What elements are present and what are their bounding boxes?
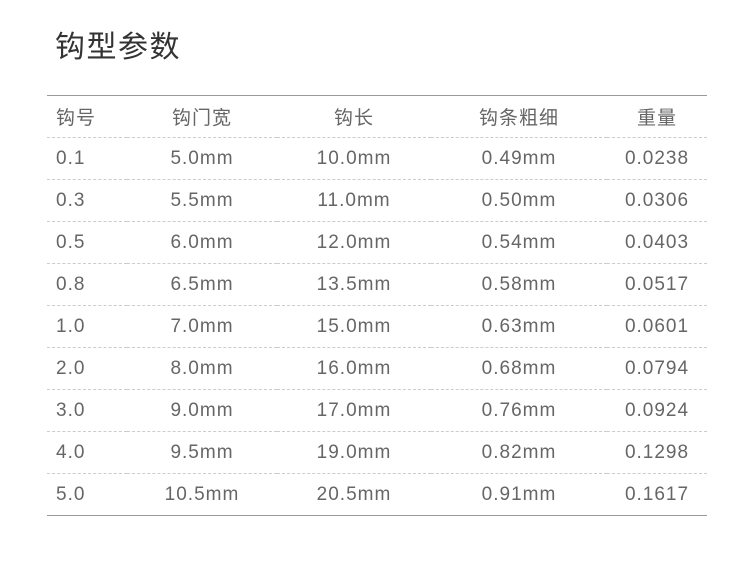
table-cell: 13.5mm xyxy=(316,273,392,295)
table-cell: 9.5mm xyxy=(170,441,234,463)
table-row: 0.3 5.5mm 11.0mm 0.50mm 0.0306 xyxy=(47,180,707,222)
table-header-row: 钩号 钩门宽 钩长 钩条粗细 重量 xyxy=(47,95,707,138)
table-cell: 0.58mm xyxy=(481,273,557,295)
table-cell: 16.0mm xyxy=(316,357,392,379)
table-cell: 10.5mm xyxy=(164,483,240,505)
header-cell: 钩条粗细 xyxy=(478,108,559,129)
table-cell: 0.91mm xyxy=(481,483,557,505)
table-cell: 8.0mm xyxy=(170,357,234,379)
table-cell: 3.0 xyxy=(56,399,86,421)
table-cell: 0.5 xyxy=(56,231,86,253)
table-cell: 0.54mm xyxy=(481,231,557,253)
table-row: 0.1 5.0mm 10.0mm 0.49mm 0.0238 xyxy=(47,138,707,180)
header-cell: 重量 xyxy=(636,108,677,129)
table-row: 4.0 9.5mm 19.0mm 0.82mm 0.1298 xyxy=(47,432,707,474)
table-row: 3.0 9.0mm 17.0mm 0.76mm 0.0924 xyxy=(47,390,707,432)
table-row: 2.0 8.0mm 16.0mm 0.68mm 0.0794 xyxy=(47,348,707,390)
table-cell: 0.63mm xyxy=(481,315,557,337)
table-cell: 0.0306 xyxy=(624,189,690,211)
header-cell: 钩长 xyxy=(333,108,374,129)
parameters-table: 钩号 钩门宽 钩长 钩条粗细 重量 0.1 5.0mm 10.0mm 0.49mm 0.0238… xyxy=(47,95,707,516)
table-cell: 0.50mm xyxy=(481,189,557,211)
table-body: 0.1 5.0mm 10.0mm 0.49mm 0.0238 0.3 5.5mm 11.0mm… xyxy=(47,138,707,516)
table-row: 5.0 10.5mm 20.5mm 0.91mm 0.1617 xyxy=(47,474,707,516)
page-title: 钩型参数 xyxy=(55,31,181,64)
table-cell: 5.0 xyxy=(56,483,86,505)
table-cell: 0.0924 xyxy=(624,399,690,421)
table-cell: 0.0601 xyxy=(624,315,690,337)
table-cell: 17.0mm xyxy=(316,399,392,421)
table-cell: 0.49mm xyxy=(481,147,557,169)
table-cell: 0.0794 xyxy=(624,357,690,379)
table-cell: 5.0mm xyxy=(170,147,234,169)
table-cell: 1.0 xyxy=(56,315,86,337)
table-cell: 0.68mm xyxy=(481,357,557,379)
table-cell: 19.0mm xyxy=(316,441,392,463)
table-row: 0.5 6.0mm 12.0mm 0.54mm 0.0403 xyxy=(47,222,707,264)
table-cell: 7.0mm xyxy=(170,315,234,337)
table-cell: 0.0403 xyxy=(624,231,690,253)
table-cell: 0.82mm xyxy=(481,441,557,463)
table-cell: 20.5mm xyxy=(316,483,392,505)
table-cell: 11.0mm xyxy=(317,189,391,211)
table-cell: 0.8 xyxy=(56,273,86,295)
table-cell: 4.0 xyxy=(56,441,86,463)
table-cell: 0.0238 xyxy=(624,147,690,169)
table-cell: 0.0517 xyxy=(624,273,690,295)
header-cell: 钩门宽 xyxy=(171,108,232,129)
table-cell: 15.0mm xyxy=(316,315,392,337)
table-cell: 5.5mm xyxy=(170,189,234,211)
table-cell: 12.0mm xyxy=(316,231,392,253)
table-row: 1.0 7.0mm 15.0mm 0.63mm 0.0601 xyxy=(47,306,707,348)
table-cell: 0.3 xyxy=(56,189,86,211)
table-cell: 9.0mm xyxy=(170,399,234,421)
table-cell: 0.1617 xyxy=(624,483,690,505)
table-cell: 10.0mm xyxy=(316,147,392,169)
table-cell: 0.1 xyxy=(56,147,86,169)
table-row: 0.8 6.5mm 13.5mm 0.58mm 0.0517 xyxy=(47,264,707,306)
table-cell: 2.0 xyxy=(56,357,86,379)
table-cell: 6.5mm xyxy=(170,273,234,295)
table-cell: 6.0mm xyxy=(170,231,234,253)
table-cell: 0.1298 xyxy=(624,441,690,463)
header-cell: 钩号 xyxy=(56,108,97,129)
table-cell: 0.76mm xyxy=(481,399,557,421)
